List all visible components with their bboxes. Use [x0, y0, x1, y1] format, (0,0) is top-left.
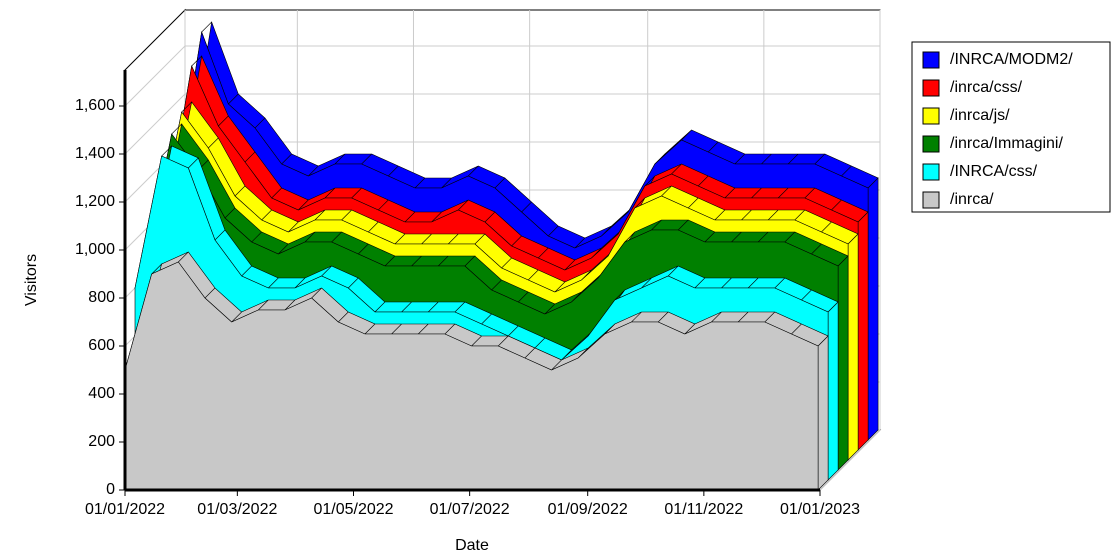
series-end — [857, 211, 869, 451]
series-end — [817, 335, 829, 491]
series-top — [124, 251, 829, 372]
y-tick-label: 1,400 — [75, 145, 115, 162]
series-area — [124, 261, 819, 491]
x-tick-label: 01/01/2023 — [780, 501, 860, 518]
legend-swatch — [922, 163, 940, 181]
legend-label: /inrca/js/ — [950, 107, 1010, 124]
series-top — [174, 21, 879, 249]
legend-swatch — [922, 79, 940, 97]
legend-label: /inrca/Immagini/ — [950, 135, 1063, 152]
y-tick-label: 800 — [88, 289, 115, 306]
legend-label: /INRCA/css/ — [950, 163, 1038, 180]
legend-label: /inrca/css/ — [950, 79, 1023, 96]
series-top — [144, 123, 849, 315]
legend-label: /inrca/ — [950, 191, 994, 208]
legend-swatch — [922, 51, 940, 69]
series-end — [837, 255, 849, 471]
legend-swatch — [922, 135, 940, 153]
legend-swatch — [922, 191, 940, 209]
series-end — [847, 233, 859, 461]
x-tick-label: 01/01/2022 — [85, 501, 165, 518]
x-axis-label: Date — [455, 537, 489, 554]
y-tick-label: 200 — [88, 433, 115, 450]
x-tick-label: 01/07/2022 — [430, 501, 510, 518]
y-tick-label: 1,600 — [75, 97, 115, 114]
series-end — [867, 177, 879, 441]
y-axis-label: Visitors — [23, 254, 40, 306]
series-top — [154, 101, 859, 293]
x-tick-label: 01/05/2022 — [313, 501, 393, 518]
series-top — [164, 55, 869, 271]
y-tick-label: 1,200 — [75, 193, 115, 210]
x-tick-label: 01/03/2022 — [197, 501, 277, 518]
legend-swatch — [922, 107, 940, 125]
series-end — [827, 301, 839, 481]
x-tick-label: 01/11/2022 — [664, 501, 743, 518]
x-tick-label: 01/09/2022 — [548, 501, 628, 518]
y-tick-label: 600 — [88, 337, 115, 354]
legend-label: /INRCA/MODM2/ — [950, 51, 1073, 68]
grid-line — [819, 10, 881, 491]
series-top — [134, 145, 839, 361]
legend-box — [911, 41, 1111, 213]
y-tick-label: 0 — [106, 481, 115, 498]
y-tick-label: 400 — [88, 385, 115, 402]
y-tick-label: 1,000 — [75, 241, 115, 258]
